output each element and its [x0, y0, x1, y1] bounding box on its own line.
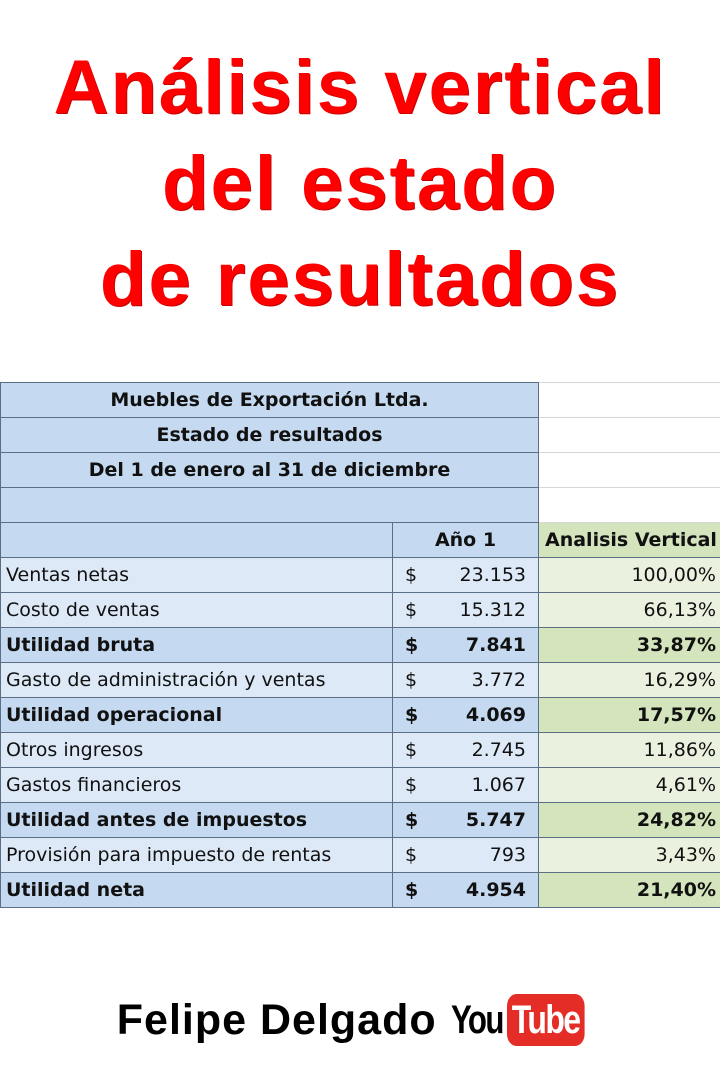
currency-symbol: $ [392, 592, 433, 628]
row-amount: 4.954 [432, 872, 539, 908]
table-row: Provisión para impuesto de rentas $793 3,4… [0, 837, 720, 873]
table-row: Utilidad operacional $4.069 17,57% [0, 697, 720, 733]
row-vertical-percent: 16,29% [538, 662, 720, 698]
empty-header-cell [0, 487, 539, 523]
row-label: Costo de ventas [0, 592, 393, 628]
table-row: Otros ingresos $2.745 11,86% [0, 732, 720, 768]
row-amount: 793 [432, 837, 539, 873]
row-vertical-percent: 3,43% [538, 837, 720, 873]
currency-symbol: $ [392, 732, 433, 768]
row-amount: 23.153 [432, 557, 539, 593]
row-label: Provisión para impuesto de rentas [0, 837, 393, 873]
row-vertical-percent: 17,57% [538, 697, 720, 733]
table-row: Ventas netas $23.153 100,00% [0, 557, 720, 593]
column-header-row: Año 1 Analisis Vertical [0, 522, 720, 558]
table-row: Gasto de administración y ventas $3.772 16… [0, 662, 720, 698]
statement-rows: Ventas netas $23.153 100,00% Costo de venta… [0, 557, 720, 908]
page-title: Análisis vertical del estado de resultad… [0, 40, 720, 328]
statement-period: Del 1 de enero al 31 de diciembre [0, 452, 539, 488]
statement-name: Estado de resultados [0, 417, 539, 453]
header-row-company: Muebles de Exportación Ltda. [0, 382, 720, 418]
youtube-logo-you: You [450, 997, 504, 1042]
table-row: Utilidad neta $4.954 21,40% [0, 872, 720, 908]
row-label: Gastos financieros [0, 767, 393, 803]
row-amount: 1.067 [432, 767, 539, 803]
column-header-analysis: Analisis Vertical [538, 522, 720, 558]
row-amount: 15.312 [432, 592, 539, 628]
author-name: Felipe Delgado [116, 995, 437, 1044]
row-label: Utilidad operacional [0, 697, 393, 733]
table-row: Gastos financieros $1.067 4,61% [0, 767, 720, 803]
row-label: Utilidad antes de impuestos [0, 802, 393, 838]
empty-cell [538, 452, 720, 488]
row-amount: 2.745 [432, 732, 539, 768]
header-row-statement: Estado de resultados [0, 417, 720, 453]
title-line-1: Análisis vertical [53, 45, 667, 130]
currency-symbol: $ [392, 837, 433, 873]
row-vertical-percent: 66,13% [538, 592, 720, 628]
row-amount: 3.772 [432, 662, 539, 698]
income-statement-table: Muebles de Exportación Ltda. Estado de r… [0, 382, 720, 908]
row-vertical-percent: 24,82% [538, 802, 720, 838]
title-line-3: de resultados [99, 237, 621, 322]
currency-symbol: $ [392, 802, 433, 838]
empty-cell [538, 417, 720, 453]
title-line-2: del estado [162, 141, 558, 226]
row-label: Ventas netas [0, 557, 393, 593]
row-vertical-percent: 4,61% [538, 767, 720, 803]
column-header-label [0, 522, 393, 558]
currency-symbol: $ [392, 662, 433, 698]
youtube-logo-tube: Tube [506, 994, 584, 1046]
footer: Felipe Delgado You Tube [0, 990, 720, 1050]
column-header-year: Año 1 [392, 522, 539, 558]
empty-cell [538, 487, 720, 523]
row-vertical-percent: 21,40% [538, 872, 720, 908]
row-vertical-percent: 33,87% [538, 627, 720, 663]
table-row: Utilidad antes de impuestos $5.747 24,82% [0, 802, 720, 838]
currency-symbol: $ [392, 767, 433, 803]
row-vertical-percent: 100,00% [538, 557, 720, 593]
currency-symbol: $ [392, 697, 433, 733]
header-row-spacer [0, 487, 720, 523]
row-amount: 4.069 [432, 697, 539, 733]
table-row: Utilidad bruta $7.841 33,87% [0, 627, 720, 663]
company-name: Muebles de Exportación Ltda. [0, 382, 539, 418]
row-label: Gasto de administración y ventas [0, 662, 393, 698]
row-amount: 5.747 [432, 802, 539, 838]
table-row: Costo de ventas $15.312 66,13% [0, 592, 720, 628]
youtube-logo-icon: You Tube [451, 994, 604, 1046]
row-label: Utilidad neta [0, 872, 393, 908]
row-label: Otros ingresos [0, 732, 393, 768]
row-vertical-percent: 11,86% [538, 732, 720, 768]
currency-symbol: $ [392, 627, 433, 663]
header-row-period: Del 1 de enero al 31 de diciembre [0, 452, 720, 488]
currency-symbol: $ [392, 872, 433, 908]
row-label: Utilidad bruta [0, 627, 393, 663]
row-amount: 7.841 [432, 627, 539, 663]
currency-symbol: $ [392, 557, 433, 593]
empty-cell [538, 382, 720, 418]
